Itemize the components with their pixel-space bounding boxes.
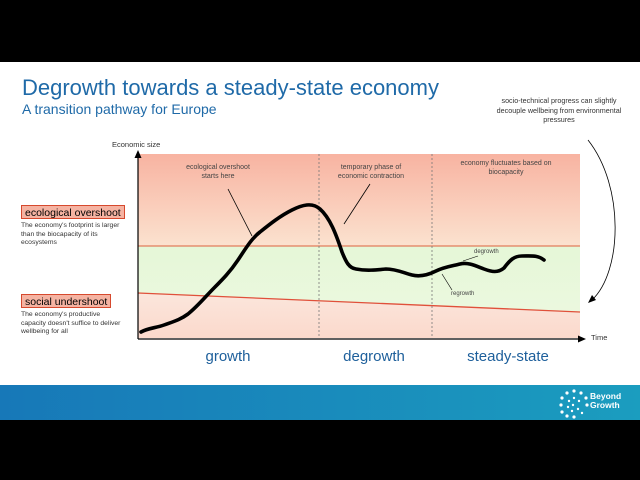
decouple-arrowhead-icon [588,295,596,303]
footer-bar: Beyond Growth [0,385,640,420]
logo-line-2: Growth [590,400,620,410]
social-floor-line [137,292,581,313]
ecological-overshoot-label: ecological overshoot [21,205,125,219]
logo-line-1: Beyond [590,391,622,401]
annotation-contraction: temporary phase of economic contraction [337,164,405,180]
dotted-circle-logo-icon [559,389,589,419]
decoupling-note: socio-technical progress can slightly de… [496,96,622,124]
decouple-arrow [587,139,616,301]
economy-curve [139,203,546,334]
pointer-regrowth [441,273,453,291]
slide: Degrowth towards a steady-state economy … [0,62,640,420]
annotation-degrowth: degrowth [474,249,499,255]
y-axis-arrow-icon [134,150,142,158]
social-undershoot-label: social undershoot [21,294,112,308]
phase-degrowth: degrowth [343,348,405,365]
beyond-growth-logo-text: Beyond Growth [590,392,621,410]
overshoot-zone [138,154,580,246]
y-axis-label: Economic size [112,140,161,149]
annotation-regrowth: regrowth [451,291,475,297]
x-axis-arrow-icon [578,335,586,343]
pointer-contraction [343,183,371,225]
x-axis-label: Time [591,333,608,342]
social-undershoot-description: The economy's productive capacity doesn'… [21,311,121,335]
ecological-overshoot-description: The economy's footprint is larger than t… [21,222,120,246]
pointer-overshoot [227,188,253,237]
annotation-fluctuates: economy fluctuates based on biocapacity [460,160,552,176]
undershoot-zone [138,293,580,338]
slide-subtitle: A transition pathway for Europe [22,101,217,117]
phase-steady-state: steady-state [467,348,549,365]
annotation-overshoot: ecological overshoot starts here [186,164,250,180]
pointer-degrowth [462,255,479,262]
slide-title: Degrowth towards a steady-state economy [22,75,439,100]
chart-svg [134,139,616,343]
phase-growth: growth [205,348,251,365]
